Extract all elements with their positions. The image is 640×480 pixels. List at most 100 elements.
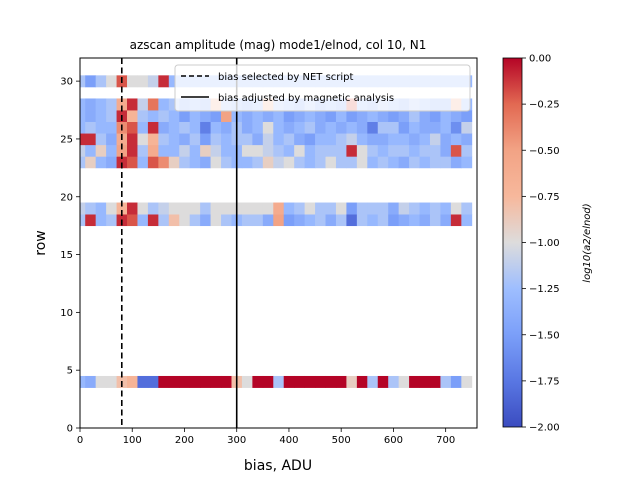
heatmap-cell xyxy=(252,202,264,215)
heatmap-cell xyxy=(147,156,159,169)
heatmap-cell xyxy=(335,156,347,169)
heatmap-cell xyxy=(168,202,180,215)
y-tick-label: 25 xyxy=(60,134,73,145)
heatmap-cell xyxy=(335,202,347,215)
x-tick-label: 700 xyxy=(436,435,455,446)
heatmap-cell xyxy=(315,110,326,122)
heatmap-cell xyxy=(419,202,431,215)
heatmap-cell xyxy=(158,202,170,215)
heatmap-cell xyxy=(179,133,191,146)
y-axis-label: row xyxy=(33,230,49,255)
heatmap-cell xyxy=(158,98,170,111)
heatmap-cell xyxy=(106,98,117,111)
heatmap-cell xyxy=(80,144,86,157)
heatmap-cell xyxy=(252,214,264,227)
heatmap-cell xyxy=(367,121,379,134)
heatmap-cell xyxy=(80,75,86,88)
heatmap-cell xyxy=(398,202,410,215)
heatmap-cell xyxy=(221,121,232,134)
heatmap-cell xyxy=(325,121,337,134)
heatmap-cell xyxy=(168,110,180,122)
heatmap-cell xyxy=(95,121,107,134)
colorbar-label: log10(a2/elnod) xyxy=(582,203,593,282)
heatmap-cell xyxy=(315,156,326,169)
heatmap-cell xyxy=(158,133,170,146)
heatmap-cell xyxy=(85,75,97,88)
legend-entry-magnetic-analysis: bias adjusted by magnetic analysis xyxy=(218,93,394,104)
heatmap-cell xyxy=(147,202,159,215)
heatmap-cell xyxy=(158,214,170,227)
heatmap-cell xyxy=(262,110,274,122)
heatmap-cell xyxy=(367,144,379,157)
heatmap-cell xyxy=(147,75,159,88)
heatmap-cell xyxy=(367,133,379,146)
heatmap-cell xyxy=(106,75,117,88)
heatmap-cell xyxy=(304,202,316,215)
heatmap-cell xyxy=(179,214,191,227)
heatmap-cell xyxy=(273,144,285,157)
heatmap-cell xyxy=(95,202,107,215)
y-tick-label: 0 xyxy=(67,424,73,435)
heatmap-cell xyxy=(168,98,180,111)
heatmap-cell xyxy=(127,375,138,388)
heatmap-cell xyxy=(419,110,431,122)
heatmap-cell xyxy=(179,121,191,134)
heatmap-cell xyxy=(95,375,107,388)
heatmap-cell xyxy=(429,375,441,388)
heatmap-cell xyxy=(419,144,431,157)
heatmap-cell xyxy=(367,156,379,169)
heatmap-cell xyxy=(315,214,326,227)
heatmap-cell xyxy=(273,214,285,227)
heatmap-cell xyxy=(325,214,337,227)
heatmap-cell xyxy=(189,133,201,146)
heatmap-cell xyxy=(210,214,222,227)
heatmap-cell xyxy=(388,375,400,388)
x-tick-label: 200 xyxy=(175,435,194,446)
heatmap-cell xyxy=(409,202,420,215)
heatmap-cell xyxy=(461,133,473,146)
heatmap-cell xyxy=(440,144,452,157)
heatmap-cell xyxy=(398,133,410,146)
heatmap-cell xyxy=(367,110,379,122)
heatmap-cell xyxy=(200,144,211,157)
colorbar-tick-label: −0.25 xyxy=(529,100,560,111)
heatmap-cell xyxy=(325,202,337,215)
heatmap-cell xyxy=(200,110,211,122)
heatmap-cell xyxy=(189,110,201,122)
heatmap-cell xyxy=(147,110,159,122)
heatmap-cell xyxy=(95,156,107,169)
heatmap-cell xyxy=(189,121,201,134)
heatmap-cell xyxy=(241,214,253,227)
heatmap-cell xyxy=(262,375,274,388)
heatmap-cell xyxy=(283,133,295,146)
heatmap-cell xyxy=(127,214,138,227)
heatmap-cell xyxy=(450,214,462,227)
heatmap-cell xyxy=(283,375,295,388)
heatmap-cell xyxy=(158,75,170,88)
heatmap-cell xyxy=(200,133,211,146)
legend-box xyxy=(174,64,471,112)
heatmap-cell xyxy=(419,133,431,146)
heatmap-cell xyxy=(252,144,264,157)
heatmap-cell xyxy=(137,98,149,111)
heatmap-cell xyxy=(377,121,389,134)
heatmap-cell xyxy=(409,133,420,146)
heatmap-cell xyxy=(137,214,149,227)
heatmap-cell xyxy=(450,375,462,388)
heatmap-cell xyxy=(221,133,232,146)
heatmap-cell xyxy=(241,156,253,169)
heatmap-cell xyxy=(450,156,462,169)
heatmap-cell xyxy=(179,156,191,169)
heatmap-cell xyxy=(429,144,441,157)
heatmap-cell xyxy=(95,110,107,122)
heatmap-cell xyxy=(262,202,274,215)
heatmap-cell xyxy=(315,375,326,388)
heatmap-cell xyxy=(419,214,431,227)
heatmap-cell xyxy=(315,121,326,134)
heatmap-cell xyxy=(461,214,473,227)
heatmap-cell xyxy=(356,110,368,122)
heatmap-cell xyxy=(168,214,180,227)
heatmap-cell xyxy=(179,202,191,215)
heatmap-cell xyxy=(398,121,410,134)
heatmap-cell xyxy=(294,214,306,227)
